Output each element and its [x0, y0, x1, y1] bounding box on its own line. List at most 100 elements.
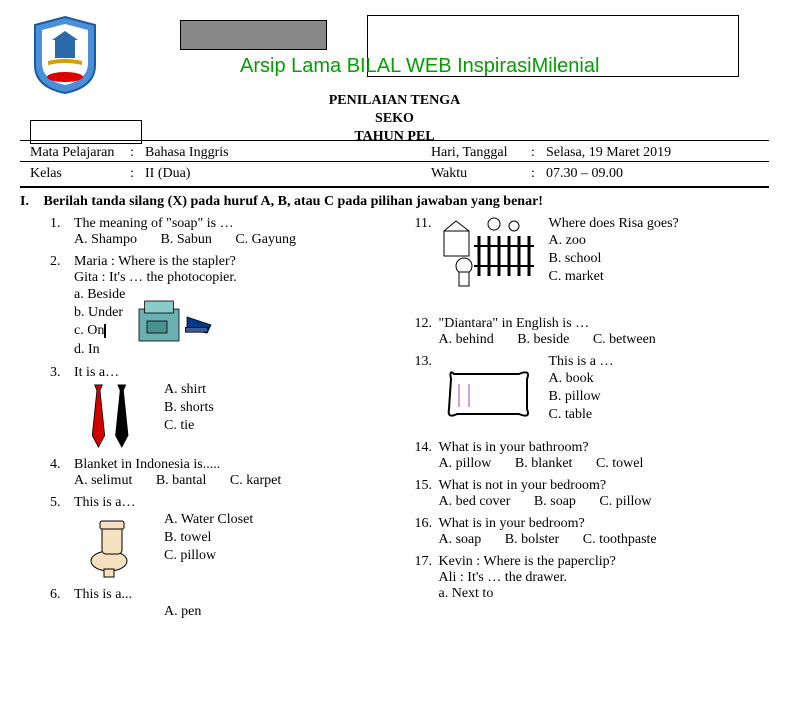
q2-opt-c: c. On [74, 323, 104, 338]
q5-text: This is a… [74, 495, 395, 511]
header-line1: PENILAIAN TENGA [20, 92, 769, 110]
q2-line2: Gita : It's … the photocopier. [74, 270, 395, 286]
q2-num: 2. [50, 254, 74, 270]
q3-opt-a: A. shirt [164, 381, 214, 399]
question-1: 1. The meaning of "soap" is … A. Shampo … [50, 216, 395, 248]
time-value: 07.30 – 09.00 [546, 166, 623, 182]
q1-opt-a: A. Shampo [74, 232, 137, 247]
q15-opt-b: B. soap [534, 494, 576, 509]
question-5: 5. This is a… A. Water Closet B. towel C… [50, 495, 395, 581]
q12-opt-b: B. beside [517, 332, 569, 347]
section-instruction: I. Berilah tanda silang (X) pada huruf A… [20, 188, 769, 214]
q2-opt-b: b. Under [74, 304, 125, 322]
q16-text: What is in your bedroom? [439, 516, 760, 532]
q13-text: This is a … [549, 354, 614, 370]
q11-text: Where does Risa goes? [549, 216, 679, 232]
question-17: 17. Kevin : Where is the paperclip? Ali … [415, 554, 760, 602]
q15-opt-c: C. pillow [599, 494, 651, 509]
q1-opt-b: B. Sabun [161, 232, 212, 247]
header-area: Arsip Lama BILAL WEB InspirasiMilenial P… [20, 10, 769, 140]
class-value: II (Dua) [145, 166, 190, 182]
watermark-text: Arsip Lama BILAL WEB InspirasiMilenial [240, 55, 599, 78]
q17-opt-a: a. Next to [439, 586, 494, 601]
photocopier-stapler-image [135, 286, 215, 356]
q16-opt-c: C. toothpaste [583, 532, 657, 547]
q14-text: What is in your bathroom? [439, 440, 760, 456]
colon: : [531, 166, 546, 182]
cursor-bar [104, 324, 106, 338]
q3-text: It is a… [74, 365, 395, 381]
small-placeholder-box [30, 120, 142, 144]
q17-line2: Ali : It's … the drawer. [439, 570, 760, 586]
q13-opt-c: C. table [549, 406, 614, 424]
q6-num: 6. [50, 587, 74, 603]
school-logo [30, 15, 100, 95]
q15-text: What is not in your bedroom? [439, 478, 760, 494]
date-label: Hari, Tanggal [431, 145, 531, 161]
q13-num: 13. [415, 354, 439, 370]
q3-num: 3. [50, 365, 74, 381]
q1-text: The meaning of "soap" is … [74, 216, 395, 232]
colon: : [130, 166, 145, 182]
question-13: 13. This is a … A. book B. pillow C. tab… [415, 354, 760, 434]
gray-placeholder-box [180, 20, 327, 50]
q4-text: Blanket in Indonesia is..... [74, 457, 395, 473]
q4-opt-c: C. karpet [230, 473, 281, 488]
q2-opt-a: a. Beside [74, 286, 125, 304]
toilet-image [74, 511, 154, 581]
q12-num: 12. [415, 316, 439, 332]
section-roman: I. [20, 194, 40, 210]
subject-value: Bahasa Inggris [145, 145, 229, 161]
q11-num: 11. [415, 216, 439, 232]
question-11: 11. [415, 216, 760, 296]
date-value: Selasa, 19 Maret 2019 [546, 145, 671, 161]
q13-opt-b: B. pillow [549, 388, 614, 406]
q6-opt-a: A. pen [164, 603, 201, 621]
q11-opt-a: A. zoo [549, 232, 679, 250]
q17-num: 17. [415, 554, 439, 570]
q4-opt-b: B. bantal [156, 473, 207, 488]
q12-opt-c: C. between [593, 332, 656, 347]
q13-opt-a: A. book [549, 370, 614, 388]
section-text: Berilah tanda silang (X) pada huruf A, B… [44, 194, 543, 209]
q16-opt-b: B. bolster [505, 532, 559, 547]
question-2: 2. Maria : Where is the stapler? Gita : … [50, 254, 395, 359]
question-6: 6. This is a... A. pen [50, 587, 395, 621]
colon: : [130, 145, 145, 161]
q1-opt-c: C. Gayung [235, 232, 296, 247]
q14-opt-c: C. towel [596, 456, 643, 471]
q11-opt-b: B. school [549, 250, 679, 268]
colon: : [531, 145, 546, 161]
question-14: 14. What is in your bathroom? A. pillow … [415, 440, 760, 472]
q1-num: 1. [50, 216, 74, 232]
question-12: 12. "Diantara" in English is … A. behind… [415, 316, 760, 348]
question-3: 3. It is a… A. shirt B. shorts C. tie [50, 365, 395, 451]
right-column: 11. [395, 214, 760, 627]
question-4: 4. Blanket in Indonesia is..... A. selim… [50, 457, 395, 489]
info-row-2: Kelas : II (Dua) Waktu : 07.30 – 09.00 [20, 161, 769, 188]
left-column: 1. The meaning of "soap" is … A. Shampo … [30, 214, 395, 627]
q12-text: "Diantara" in English is … [439, 316, 760, 332]
q17-line1: Kevin : Where is the paperclip? [439, 554, 760, 570]
time-label: Waktu [431, 166, 531, 182]
q12-opt-a: A. behind [439, 332, 494, 347]
q5-opt-a: A. Water Closet [164, 511, 253, 529]
q6-text: This is a... [74, 587, 395, 603]
class-label: Kelas [30, 166, 130, 182]
q3-opt-c: C. tie [164, 417, 214, 435]
question-16: 16. What is in your bedroom? A. soap B. … [415, 516, 760, 548]
q11-opt-c: C. market [549, 268, 679, 286]
q2-line1: Maria : Where is the stapler? [74, 254, 395, 270]
q3-opt-b: B. shorts [164, 399, 214, 417]
pillow-image [439, 354, 539, 434]
question-15: 15. What is not in your bedroom? A. bed … [415, 478, 760, 510]
q16-num: 16. [415, 516, 439, 532]
q15-num: 15. [415, 478, 439, 494]
q14-opt-b: B. blanket [515, 456, 573, 471]
q14-opt-a: A. pillow [439, 456, 492, 471]
q16-opt-a: A. soap [439, 532, 482, 547]
q15-opt-a: A. bed cover [439, 494, 511, 509]
q2-opt-d: d. In [74, 341, 125, 359]
subject-label: Mata Pelajaran [30, 145, 130, 161]
school-fence-image [439, 216, 539, 296]
